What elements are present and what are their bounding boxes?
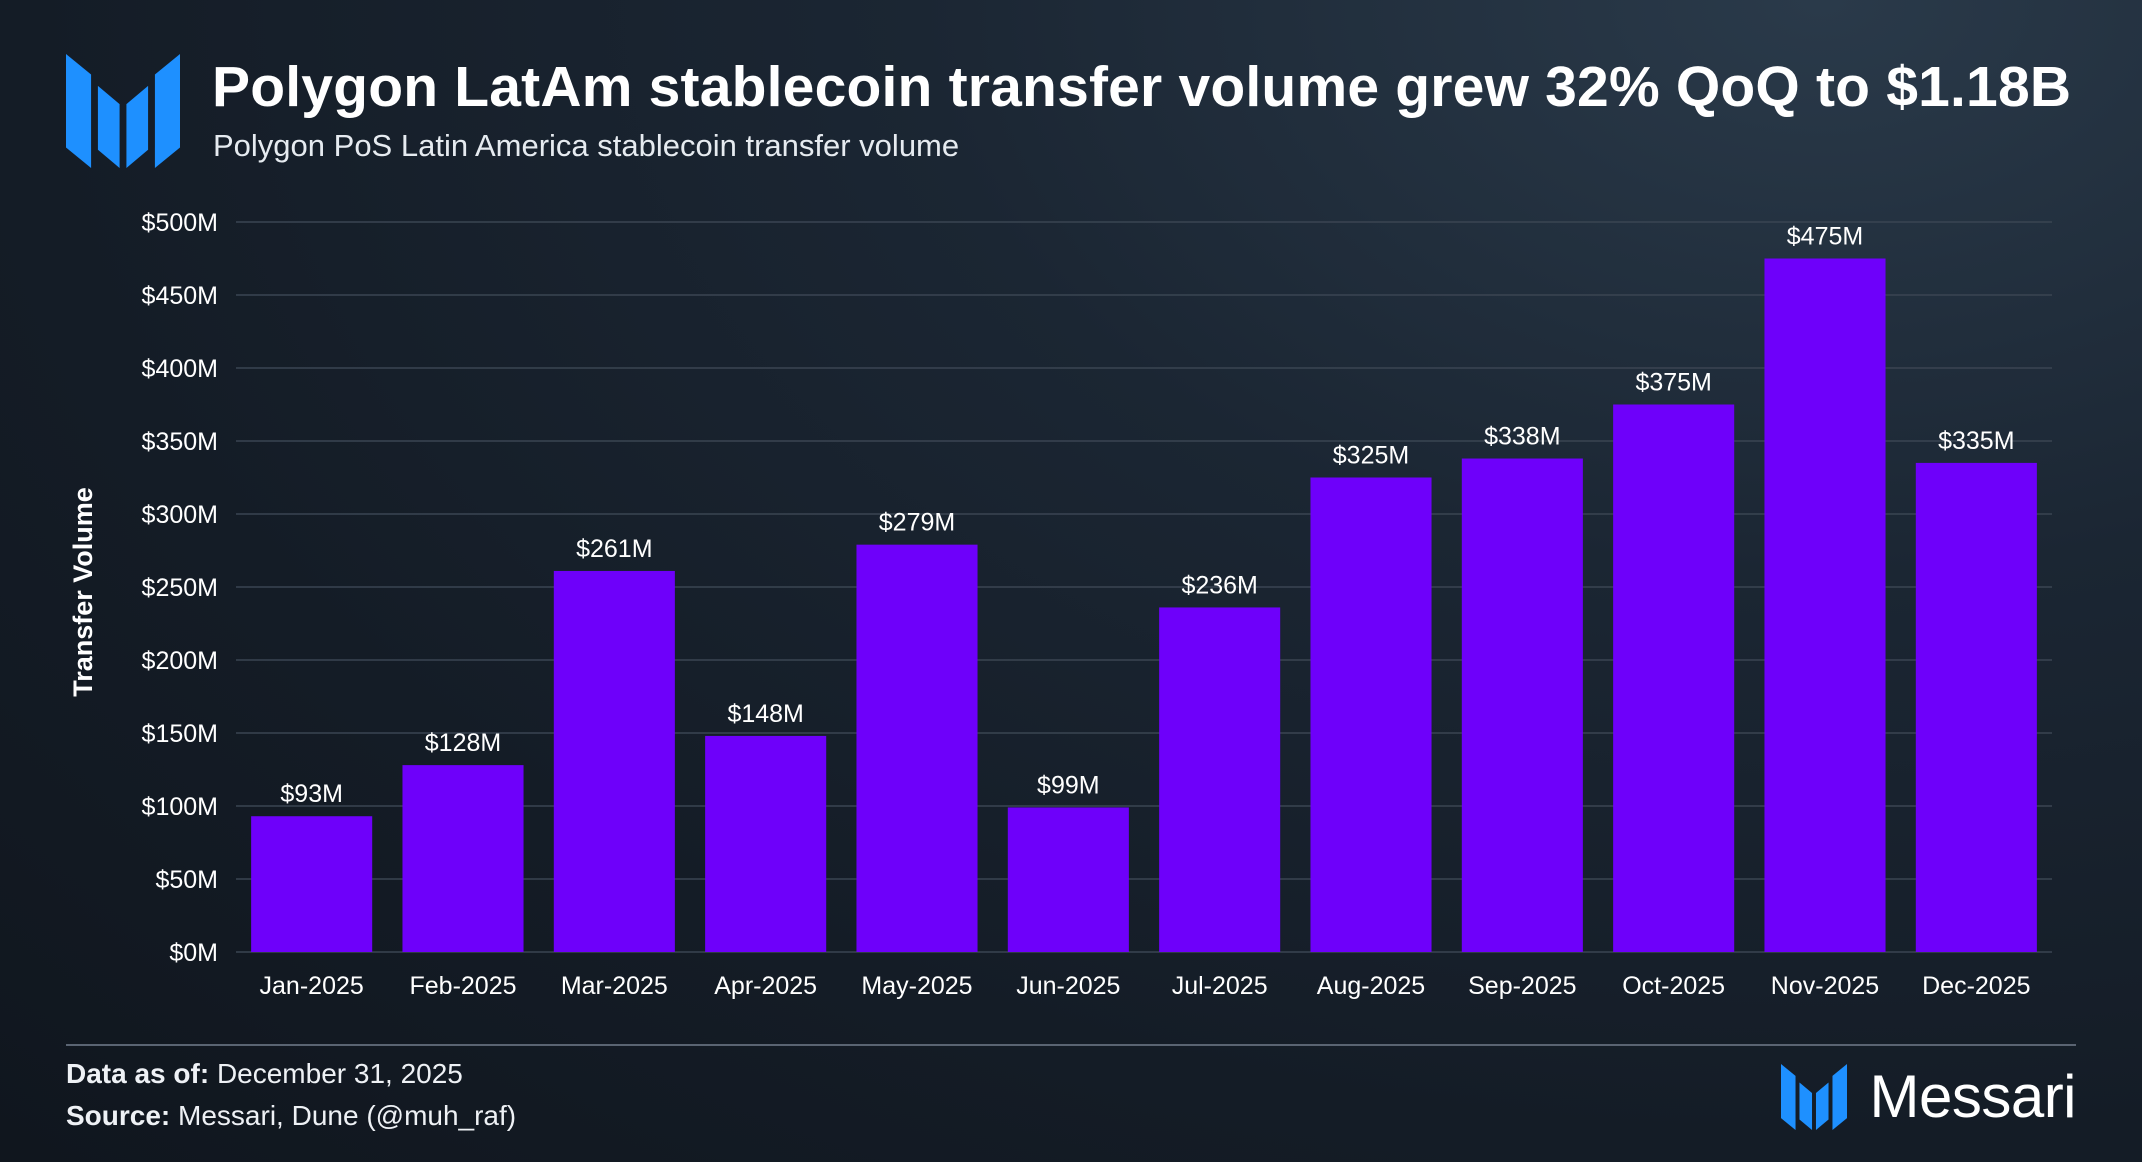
y-tick-label: $50M [155,866,218,894]
y-tick-label: $500M [142,209,218,237]
x-tick-label: Sep-2025 [1468,972,1576,1000]
y-tick-label: $200M [142,647,218,675]
bars [251,258,2037,952]
x-tick-label: Mar-2025 [561,972,668,1000]
brand-name: Messari [1869,1063,2076,1130]
chart-title: Polygon LatAm stablecoin transfer volume… [212,55,2072,119]
bar-jan-2025 [251,816,373,952]
messari-logo-icon [66,54,180,168]
bar-data-label: $236M [1181,571,1257,599]
x-tick-label: Nov-2025 [1771,972,1879,1000]
x-tick-label: Jul-2025 [1172,972,1268,1000]
bar-jun-2025 [1007,807,1129,952]
bar-mar-2025 [553,570,675,952]
bar-data-label: $475M [1787,223,1863,251]
messari-logo-icon [1781,1063,1848,1130]
y-tick-label: $400M [142,355,218,383]
bar-data-label: $338M [1484,423,1560,451]
bar-chart: $0M $50M $100M $150M $200M $250M $300M $350M $40… [68,209,2052,1000]
x-tick-label: May-2025 [861,972,972,1000]
bar-data-label: $375M [1635,369,1711,397]
bar-nov-2025 [1764,258,1886,952]
x-tick-label: Feb-2025 [409,972,516,1000]
footer-divider [66,1044,2076,1046]
gridlines [236,221,2052,953]
bar-may-2025 [856,544,978,952]
y-tick-label: $100M [142,793,218,821]
bar-data-label: $148M [727,700,803,728]
source-label: Source: [66,1100,171,1131]
data-as-of-label: Data as of: [66,1058,210,1089]
bar-data-label: $128M [425,729,501,757]
y-tick-label: $0M [169,939,218,967]
chart-subtitle: Polygon PoS Latin America stablecoin tra… [213,128,960,163]
y-tick-label: $450M [142,282,218,310]
x-tick-label: Aug-2025 [1317,972,1425,1000]
bar-jul-2025 [1159,607,1281,952]
bar-data-label: $99M [1037,771,1100,799]
bar-sep-2025 [1461,458,1583,952]
bar-data-label: $93M [280,780,343,808]
y-tick-label: $150M [142,720,218,748]
source-line: Source: Messari, Dune (@muh_raf) [66,1100,516,1132]
y-axis-ticks: $0M $50M $100M $150M $200M $250M $300M $350M $40… [142,209,218,967]
x-tick-label: Oct-2025 [1622,972,1725,1000]
bar-oct-2025 [1613,404,1735,952]
y-tick-label: $250M [142,574,218,602]
y-axis-title: Transfer Volume [68,487,98,697]
x-tick-label: Apr-2025 [714,972,817,1000]
x-tick-label: Jan-2025 [260,972,364,1000]
source-value: Messari, Dune (@muh_raf) [178,1100,517,1131]
bar-data-labels: $93M $128M $261M $148M $279M $99M $236M $325M $3… [280,223,2014,809]
messari-brand: Messari [1781,1062,2076,1131]
y-tick-label: $300M [142,501,218,529]
data-as-of: Data as of: December 31, 2025 [66,1058,463,1090]
x-tick-label: Jun-2025 [1016,972,1120,1000]
bar-dec-2025 [1915,462,2037,952]
bar-apr-2025 [705,735,827,952]
y-tick-label: $350M [142,428,218,456]
bar-data-label: $261M [576,535,652,563]
bar-feb-2025 [402,765,524,952]
bar-aug-2025 [1310,477,1432,952]
bar-data-label: $279M [879,509,955,537]
x-tick-label: Dec-2025 [1922,972,2030,1000]
bar-data-label: $335M [1938,427,2014,455]
x-axis-ticks: Jan-2025 Feb-2025 Mar-2025 Apr-2025 May-2025… [260,972,2031,1000]
bar-data-label: $325M [1333,442,1409,470]
data-as-of-value: December 31, 2025 [216,1058,463,1089]
